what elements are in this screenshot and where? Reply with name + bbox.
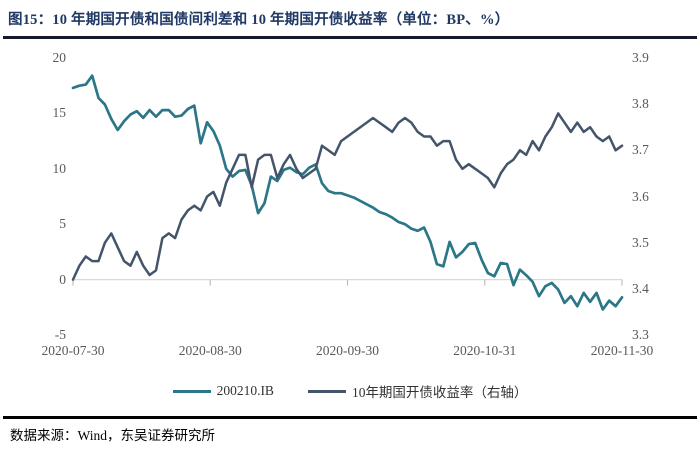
x-axis-tick-label: 2020-11-30 [590,343,654,358]
right-axis-tick-label: 3.7 [632,142,649,158]
x-axis-tick-label: 2020-09-30 [316,343,379,358]
right-axis-tick-label: 3.5 [632,234,649,250]
right-axis-tick-label: 3.9 [632,50,649,65]
legend-label: 200210.IB [216,383,274,398]
left-axis-tick-label: 5 [59,216,66,232]
left-axis-tick-label: 15 [52,105,67,121]
chart-legend: 200210.IB 10年期国开债收益率（右轴） [0,381,700,401]
series-line-spread [71,74,624,311]
legend-label: 10年期国开债收益率（右轴） [351,385,528,400]
figure-title: 图15：10 年期国开债和国债间利差和 10 年期国开债收益率（单位：BP、%） [8,12,510,28]
left-axis-tick-label: 20 [52,50,67,65]
left-axis-tick-label: -5 [54,327,66,342]
series-line-yield [71,112,624,281]
x-axis-tick-label: 2020-08-30 [178,343,242,358]
right-axis-tick-label: 3.8 [632,96,649,112]
x-axis-tick-label: 2020-07-30 [41,343,105,358]
right-axis-tick-label: 3.3 [632,327,649,342]
right-axis-tick-label: 3.4 [632,280,649,296]
title-rule [3,36,697,39]
x-axis-tick-label: 2020-10-31 [453,343,517,358]
legend-item-spread: 200210.IB [172,383,274,399]
line-chart [71,74,624,311]
left-axis-tick-label: 10 [52,160,67,176]
source-note: 数据来源：Wind，东吴证券研究所 [10,428,215,443]
legend-line-icon [307,389,346,393]
legend-line-icon [172,389,211,393]
legend-item-yield: 10年期国开债收益率（右轴） [307,381,528,401]
footer-rule [3,416,697,419]
right-axis-tick-label: 3.6 [632,188,649,204]
left-axis-tick-label: 0 [59,271,66,287]
